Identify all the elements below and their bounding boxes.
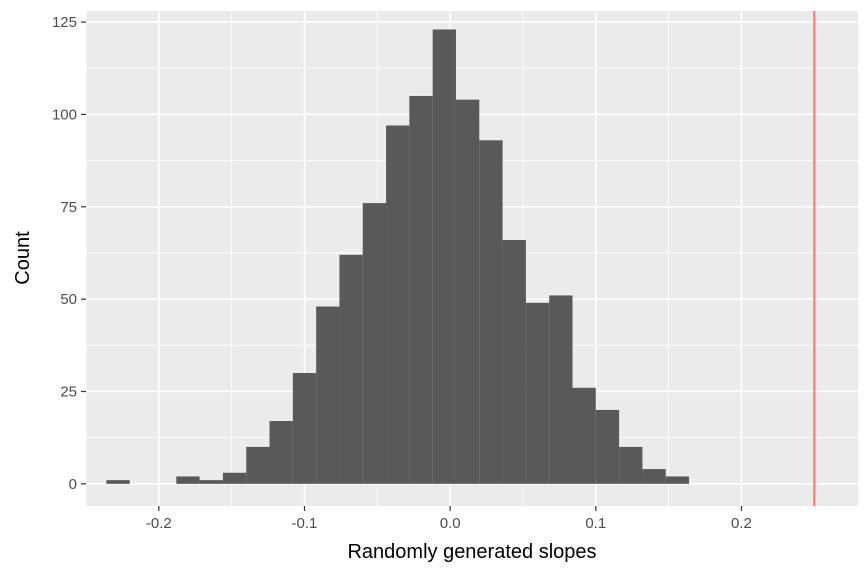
x-axis-title: Randomly generated slopes	[347, 541, 596, 563]
histogram-bar	[409, 95, 433, 484]
histogram-bar	[199, 480, 223, 484]
histogram-bar	[386, 125, 410, 484]
histogram-bar	[292, 373, 317, 484]
x-tick-label: 0.0	[440, 515, 461, 532]
histogram-bar	[502, 240, 526, 484]
x-tick-label: 0.2	[731, 515, 752, 532]
y-tick-label: 0	[69, 476, 77, 493]
x-tick-label: -0.1	[292, 515, 318, 532]
histogram-bar	[619, 446, 643, 484]
histogram-bar	[339, 254, 363, 484]
histogram-bar	[106, 480, 130, 484]
histogram-bar	[595, 409, 620, 484]
histogram-bar	[362, 203, 387, 484]
x-tick-label: 0.1	[585, 515, 606, 532]
histogram-bar	[665, 476, 690, 484]
y-tick-label: 100	[52, 106, 77, 123]
x-axis-ticks: -0.2 -0.1 0.0 0.1 0.2	[146, 506, 752, 532]
histogram-bar	[549, 295, 573, 484]
histogram-bar	[525, 302, 550, 484]
histogram-bar	[246, 446, 270, 484]
histogram-bar	[222, 472, 247, 484]
histogram-bar	[316, 306, 340, 484]
y-tick-label: 25	[60, 383, 77, 400]
y-tick-label: 50	[60, 291, 77, 308]
histogram-bar	[479, 140, 503, 484]
y-axis-title: Count	[12, 231, 34, 285]
x-tick-label: -0.2	[146, 515, 172, 532]
histogram-bar	[432, 29, 456, 484]
histogram-bar	[176, 476, 200, 484]
y-tick-label: 125	[52, 14, 77, 31]
histogram-bar	[455, 99, 480, 484]
y-tick-label: 75	[60, 199, 77, 216]
histogram-bar	[269, 421, 293, 484]
y-axis-ticks: 0 25 50 75 100 125	[52, 14, 86, 493]
histogram-bar	[572, 387, 596, 484]
histogram-bars	[106, 29, 690, 484]
histogram-bar	[642, 469, 666, 484]
